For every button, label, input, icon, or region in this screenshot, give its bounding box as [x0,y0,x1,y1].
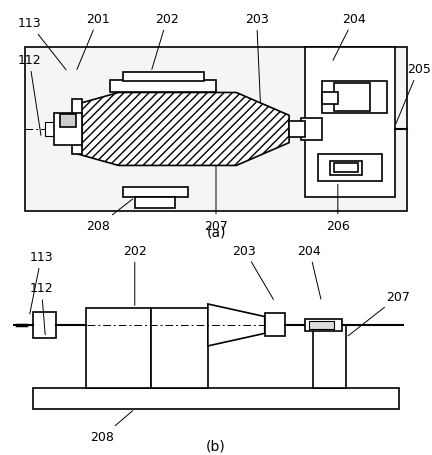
Bar [123,187,187,198]
Bar [334,164,358,173]
Bar [151,308,208,388]
Text: 207: 207 [204,164,228,233]
Bar [314,325,346,388]
Text: 112: 112 [29,282,53,335]
Bar [309,321,334,329]
Text: 208: 208 [86,200,133,233]
Bar [33,388,399,409]
Text: 207: 207 [348,290,410,336]
Bar [54,114,82,146]
Text: 205: 205 [396,63,431,125]
Bar [305,48,395,198]
Text: (a): (a) [206,225,226,239]
Text: 203: 203 [232,244,273,300]
Bar [86,308,151,388]
Text: 201: 201 [77,13,110,70]
Text: 112: 112 [17,54,41,136]
Text: 203: 203 [245,13,268,106]
Text: (b): (b) [206,439,226,453]
Bar [265,314,285,337]
Bar [305,319,342,332]
Bar [289,122,305,137]
Bar [321,93,338,105]
Bar [330,162,362,175]
Text: 202: 202 [152,13,179,70]
Bar [111,81,216,93]
Text: 204: 204 [298,244,321,299]
Bar [72,100,82,155]
Bar [123,73,204,82]
Bar [45,123,301,136]
Bar [60,115,76,127]
Bar [334,84,370,111]
Bar [301,118,321,141]
Bar [135,198,175,208]
Text: 206: 206 [326,185,349,233]
Polygon shape [78,93,289,166]
Bar [25,48,407,212]
Bar [33,313,56,338]
Text: 113: 113 [29,250,53,314]
Bar [318,155,382,182]
Polygon shape [208,304,265,346]
Text: 208: 208 [90,411,133,443]
Text: 113: 113 [17,17,66,71]
Bar [321,82,387,114]
Text: 202: 202 [123,244,146,306]
Text: 204: 204 [333,13,366,61]
